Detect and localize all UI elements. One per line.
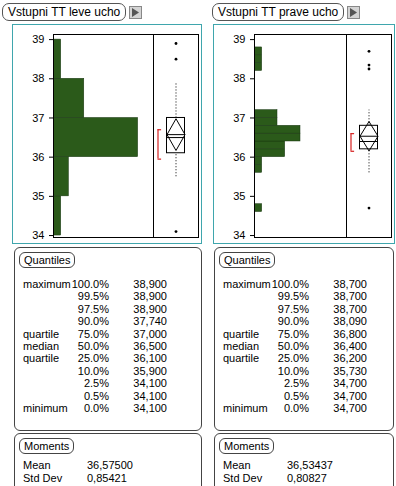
- html-text:38,900: 38,900: [133, 278, 167, 290]
- html-text:90.0%: 90.0%: [277, 315, 309, 328]
- html-text:38,090: 38,090: [333, 315, 367, 328]
- html-text:36,100: 36,100: [133, 352, 167, 365]
- html-text:2.5%: 2.5%: [83, 377, 109, 390]
- html-text:35,900: 35,900: [133, 364, 167, 377]
- html-text:99.5%: 99.5%: [277, 290, 309, 303]
- svg-text:35: 35: [233, 190, 245, 202]
- html-text:2.5%: 2.5%: [283, 377, 309, 390]
- html-text:38,700: 38,700: [333, 278, 367, 290]
- html-text:97.5%: 97.5%: [77, 302, 109, 315]
- html-text:Moments: Moments: [24, 440, 70, 452]
- html-text:Quantiles: Quantiles: [224, 254, 271, 266]
- html-text:Vstupni TT leve ucho: Vstupni TT leve ucho: [8, 5, 121, 19]
- html-text:36,500: 36,500: [133, 340, 167, 352]
- svg-text:37: 37: [233, 111, 245, 123]
- html-text:34,100: 34,100: [133, 377, 167, 390]
- svg-text:36: 36: [233, 151, 245, 163]
- html-text:38,900: 38,900: [133, 302, 167, 315]
- html-text:34,700: 34,700: [333, 377, 367, 390]
- html-text:Std Dev: Std Dev: [23, 472, 63, 484]
- svg-text:37: 37: [32, 111, 44, 123]
- html-text:34,100: 34,100: [133, 402, 167, 414]
- html-text:36,200: 36,200: [333, 352, 367, 365]
- html-text:Moments: Moments: [224, 440, 270, 452]
- html-text:Mean: Mean: [223, 459, 251, 471]
- html-text:90.0%: 90.0%: [77, 315, 109, 328]
- html-text:Quantiles: Quantiles: [24, 254, 71, 266]
- html-text:Std Dev: Std Dev: [223, 472, 263, 484]
- html-text:maximum 100.0%: maximum 100.0%: [23, 278, 109, 290]
- svg-text:39: 39: [32, 33, 44, 45]
- html-text:34,700: 34,700: [333, 402, 367, 414]
- html-text:97.5%: 97.5%: [277, 302, 309, 315]
- svg-text:35: 35: [32, 190, 44, 202]
- html-text:10.0%: 10.0%: [277, 364, 309, 377]
- html-text:Mean: Mean: [23, 459, 51, 471]
- html-text:minimum: minimum: [223, 402, 268, 414]
- svg-text:34: 34: [32, 229, 44, 241]
- svg-text:39: 39: [233, 33, 245, 45]
- html-text:quartile: quartile: [23, 352, 60, 365]
- html-text:median: median: [23, 340, 60, 352]
- html-text:38,700: 38,700: [333, 290, 367, 303]
- html-text:minimum: minimum: [23, 402, 68, 414]
- html-text:0.5%: 0.5%: [283, 389, 309, 402]
- html-text:median: median: [223, 340, 260, 352]
- html-text:10.0%: 10.0%: [77, 364, 109, 377]
- html-text:75.0%: 75.0%: [277, 327, 309, 340]
- html-text:0,85421: 0,85421: [87, 472, 127, 484]
- html-text:34,700: 34,700: [333, 389, 367, 402]
- html-text:37,000: 37,000: [133, 327, 167, 340]
- html-text:35,730: 35,730: [333, 364, 367, 377]
- html-text:quartile: quartile: [223, 327, 260, 340]
- html-text:0,80827: 0,80827: [287, 472, 327, 484]
- html-text:0.0%: 0.0%: [283, 402, 309, 414]
- html-text:38,900: 38,900: [133, 290, 167, 303]
- svg-text:34: 34: [233, 229, 245, 241]
- html-text:50.0%: 50.0%: [77, 340, 109, 352]
- html-text:34,100: 34,100: [133, 389, 167, 402]
- html-text:37,740: 37,740: [133, 315, 167, 328]
- svg-text:38: 38: [233, 72, 245, 84]
- html-text:75.0%: 75.0%: [77, 327, 109, 340]
- html-text:0.0%: 0.0%: [83, 402, 109, 414]
- svg-text:38: 38: [32, 72, 44, 84]
- html-text:25.0%: 25.0%: [77, 352, 109, 365]
- html-text:quartile: quartile: [23, 327, 60, 340]
- html-text:quartile: quartile: [223, 352, 260, 365]
- html-text:99.5%: 99.5%: [77, 290, 109, 303]
- html-text:25.0%: 25.0%: [277, 352, 309, 365]
- html-text:0.5%: 0.5%: [83, 389, 109, 402]
- svg-text:36: 36: [32, 151, 44, 163]
- html-text:36,57500: 36,57500: [87, 459, 133, 471]
- html-text:36,400: 36,400: [333, 340, 367, 352]
- html-text:Vstupni TT prave ucho: Vstupni TT prave ucho: [218, 5, 339, 19]
- html-text:maximum 100.0%: maximum 100.0%: [223, 278, 309, 290]
- html-text:36,800: 36,800: [333, 327, 367, 340]
- html-text:36,53437: 36,53437: [287, 459, 333, 471]
- html-text:38,700: 38,700: [333, 302, 367, 315]
- html-text:50.0%: 50.0%: [277, 340, 309, 352]
